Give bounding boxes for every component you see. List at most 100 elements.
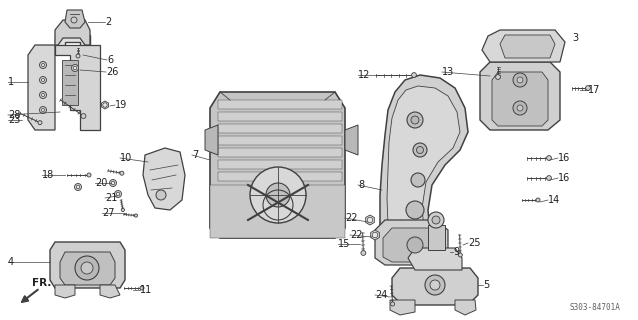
Text: 2: 2 (105, 17, 111, 27)
Polygon shape (55, 285, 75, 298)
Circle shape (412, 73, 417, 77)
Text: 10: 10 (120, 153, 132, 163)
Circle shape (81, 262, 93, 274)
Circle shape (425, 275, 445, 295)
Text: 7: 7 (192, 150, 198, 160)
Circle shape (135, 214, 138, 217)
Polygon shape (218, 100, 342, 109)
Circle shape (75, 256, 99, 280)
Text: 16: 16 (558, 153, 570, 163)
Text: 17: 17 (588, 85, 600, 95)
Polygon shape (50, 242, 125, 288)
Circle shape (81, 114, 86, 118)
Circle shape (116, 192, 120, 196)
Text: 18: 18 (42, 170, 54, 180)
Polygon shape (210, 185, 345, 238)
Circle shape (40, 107, 47, 114)
Circle shape (361, 251, 366, 255)
Circle shape (77, 185, 80, 189)
Circle shape (496, 75, 500, 79)
Polygon shape (428, 225, 445, 250)
Circle shape (432, 216, 440, 224)
Text: 12: 12 (358, 70, 371, 80)
Text: 15: 15 (338, 239, 350, 249)
Text: FR.: FR. (32, 278, 52, 288)
Text: 5: 5 (483, 280, 489, 290)
Text: S303-84701A: S303-84701A (569, 303, 620, 312)
Circle shape (250, 167, 306, 223)
Polygon shape (387, 86, 460, 252)
Polygon shape (383, 228, 438, 262)
Circle shape (71, 17, 77, 23)
Polygon shape (408, 248, 462, 270)
Circle shape (430, 280, 440, 290)
Circle shape (111, 181, 115, 185)
Text: 1: 1 (8, 77, 14, 87)
Text: 21: 21 (105, 193, 117, 203)
Circle shape (156, 190, 166, 200)
Circle shape (390, 302, 395, 306)
Polygon shape (55, 20, 90, 45)
Polygon shape (390, 300, 415, 315)
Circle shape (40, 92, 47, 99)
Circle shape (413, 143, 427, 157)
Circle shape (120, 171, 124, 175)
Polygon shape (100, 285, 120, 298)
Polygon shape (482, 30, 565, 62)
Circle shape (411, 116, 419, 124)
Polygon shape (375, 220, 448, 265)
Polygon shape (65, 10, 85, 28)
Polygon shape (218, 124, 342, 133)
Text: 3: 3 (572, 33, 578, 43)
Polygon shape (218, 136, 342, 145)
Circle shape (428, 212, 444, 228)
Circle shape (266, 183, 290, 207)
Circle shape (411, 173, 425, 187)
Text: 22: 22 (345, 213, 357, 223)
Circle shape (114, 190, 121, 197)
Text: 27: 27 (102, 208, 114, 218)
Circle shape (41, 93, 45, 97)
Circle shape (103, 103, 107, 107)
Circle shape (140, 286, 144, 290)
Circle shape (372, 232, 378, 238)
Text: 16: 16 (558, 173, 570, 183)
Text: 20: 20 (95, 178, 107, 188)
Polygon shape (500, 35, 555, 58)
Circle shape (41, 63, 45, 67)
Polygon shape (480, 62, 560, 130)
Text: 14: 14 (548, 195, 560, 205)
Circle shape (87, 173, 91, 177)
Text: 11: 11 (140, 285, 152, 295)
Circle shape (547, 156, 551, 160)
Circle shape (417, 147, 424, 154)
Circle shape (586, 85, 590, 90)
Text: 28: 28 (8, 110, 20, 120)
Circle shape (367, 217, 373, 223)
Text: 19: 19 (115, 100, 127, 110)
Circle shape (40, 61, 47, 68)
Polygon shape (210, 92, 345, 238)
Circle shape (121, 208, 124, 212)
Polygon shape (218, 112, 342, 121)
Text: 9: 9 (453, 247, 459, 257)
Text: 4: 4 (8, 257, 14, 267)
Polygon shape (218, 148, 342, 157)
Polygon shape (345, 125, 358, 155)
Text: 24: 24 (375, 290, 387, 300)
Polygon shape (55, 35, 90, 50)
Polygon shape (143, 148, 185, 210)
Text: 25: 25 (468, 238, 480, 248)
Polygon shape (380, 75, 468, 258)
Circle shape (40, 76, 47, 84)
Polygon shape (455, 300, 476, 315)
Circle shape (407, 112, 423, 128)
Circle shape (71, 65, 78, 71)
Circle shape (41, 78, 45, 82)
Circle shape (536, 198, 540, 202)
Circle shape (38, 121, 42, 125)
Circle shape (517, 105, 523, 111)
Text: 23: 23 (8, 115, 20, 125)
Circle shape (407, 237, 423, 253)
Text: 6: 6 (107, 55, 113, 65)
